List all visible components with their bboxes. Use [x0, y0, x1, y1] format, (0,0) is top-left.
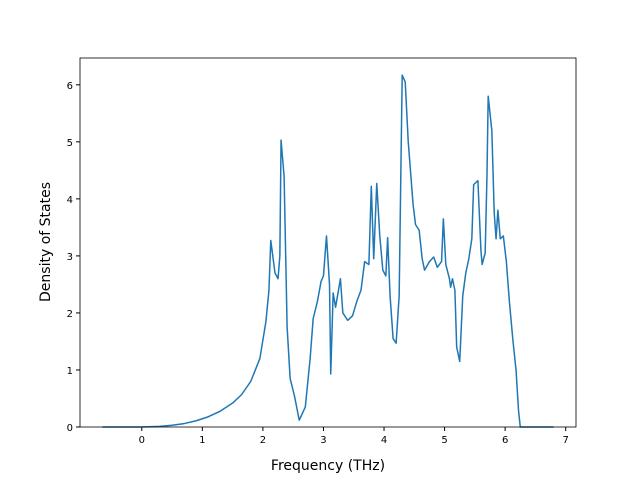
y-tick-label: 5 [67, 138, 73, 149]
axes-frame [79, 57, 577, 428]
y-tick-label: 4 [67, 195, 73, 206]
y-tick-label: 1 [67, 366, 73, 377]
x-tick-label: 6 [502, 435, 508, 446]
data-line [102, 74, 554, 428]
x-axis-label: Frequency (THz) [271, 458, 385, 474]
x-tick-label: 2 [260, 435, 266, 446]
x-tick-label: 1 [199, 435, 205, 446]
y-tick-label: 2 [67, 309, 73, 320]
x-tick-label: 0 [139, 435, 145, 446]
y-tick-label: 6 [67, 81, 73, 92]
y-axis-label: Density of States [38, 182, 54, 302]
x-tick-label: 5 [441, 435, 447, 446]
y-tick-label: 3 [67, 252, 73, 263]
y-tick-label: 0 [67, 423, 73, 434]
x-tick-label: 7 [563, 435, 569, 446]
x-tick-label: 4 [381, 435, 387, 446]
x-tick-label: 3 [320, 435, 326, 446]
